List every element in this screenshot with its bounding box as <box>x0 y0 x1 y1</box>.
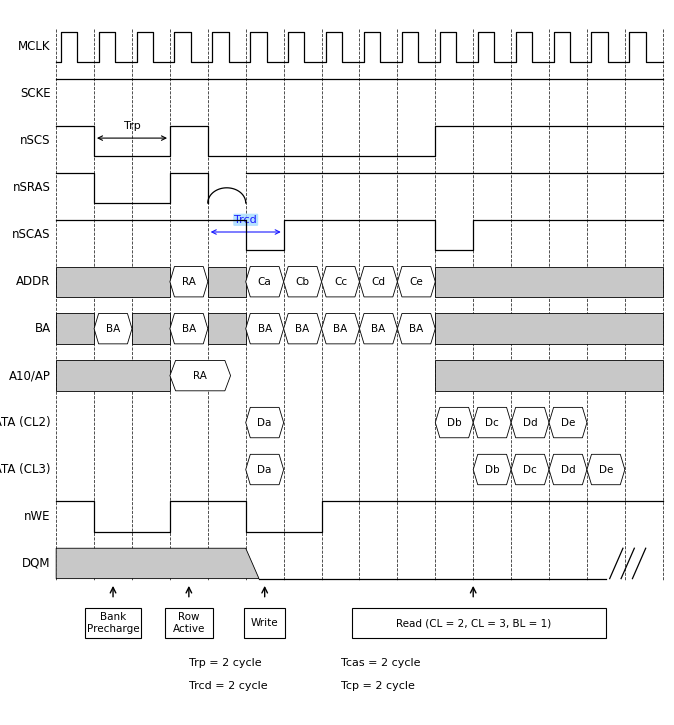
Polygon shape <box>170 360 231 391</box>
Polygon shape <box>321 313 359 344</box>
FancyBboxPatch shape <box>244 608 285 638</box>
Text: BA: BA <box>34 322 51 335</box>
Polygon shape <box>473 407 511 438</box>
Text: nSRAS: nSRAS <box>13 181 51 194</box>
Text: Dd: Dd <box>561 465 576 475</box>
Text: Cb: Cb <box>296 277 309 286</box>
Polygon shape <box>398 267 435 297</box>
Text: RA: RA <box>193 370 207 381</box>
Text: BA: BA <box>334 323 348 334</box>
Text: Trcd = 2 cycle: Trcd = 2 cycle <box>189 681 268 691</box>
Polygon shape <box>246 407 284 438</box>
Polygon shape <box>94 313 132 344</box>
Polygon shape <box>132 313 170 344</box>
Polygon shape <box>56 360 170 391</box>
Polygon shape <box>284 313 321 344</box>
Text: Trp = 2 cycle: Trp = 2 cycle <box>189 658 262 668</box>
FancyBboxPatch shape <box>164 608 213 638</box>
Text: Ca: Ca <box>258 277 272 286</box>
Text: Trcd: Trcd <box>235 215 257 225</box>
Polygon shape <box>359 267 398 297</box>
Text: BA: BA <box>257 323 272 334</box>
Polygon shape <box>549 455 587 485</box>
Text: DATA (CL3): DATA (CL3) <box>0 463 51 476</box>
Text: nSCAS: nSCAS <box>12 228 51 241</box>
Text: Dc: Dc <box>485 418 499 428</box>
Polygon shape <box>511 455 549 485</box>
Polygon shape <box>246 267 284 297</box>
Text: nWE: nWE <box>24 510 51 523</box>
Text: Cc: Cc <box>334 277 347 286</box>
Polygon shape <box>208 267 246 297</box>
FancyBboxPatch shape <box>352 608 606 638</box>
Text: BA: BA <box>106 323 120 334</box>
Text: Tcp = 2 cycle: Tcp = 2 cycle <box>340 681 415 691</box>
Text: De: De <box>599 465 613 475</box>
FancyBboxPatch shape <box>85 608 141 638</box>
Polygon shape <box>321 267 359 297</box>
Text: BA: BA <box>295 323 310 334</box>
Text: Row
Active: Row Active <box>173 613 205 634</box>
Text: nSCS: nSCS <box>20 134 51 147</box>
Polygon shape <box>435 360 663 391</box>
Text: Db: Db <box>485 465 499 475</box>
Text: Da: Da <box>257 418 272 428</box>
Text: Cd: Cd <box>371 277 386 286</box>
Polygon shape <box>170 267 208 297</box>
Text: DQM: DQM <box>22 557 51 570</box>
Polygon shape <box>56 313 94 344</box>
Polygon shape <box>284 267 321 297</box>
Text: ADDR: ADDR <box>16 276 51 289</box>
Text: A10/AP: A10/AP <box>9 369 51 382</box>
Text: Da: Da <box>257 465 272 475</box>
Polygon shape <box>435 407 473 438</box>
Polygon shape <box>511 407 549 438</box>
Text: Tcas = 2 cycle: Tcas = 2 cycle <box>340 658 420 668</box>
Text: Dd: Dd <box>523 418 537 428</box>
Text: DATA (CL2): DATA (CL2) <box>0 416 51 429</box>
Text: SCKE: SCKE <box>20 88 51 100</box>
Polygon shape <box>170 313 208 344</box>
Text: Read (CL = 2, CL = 3, BL = 1): Read (CL = 2, CL = 3, BL = 1) <box>396 618 551 628</box>
Polygon shape <box>587 455 625 485</box>
Text: Ce: Ce <box>410 277 423 286</box>
Polygon shape <box>56 267 170 297</box>
Polygon shape <box>246 313 284 344</box>
Polygon shape <box>56 548 259 579</box>
Polygon shape <box>435 313 663 344</box>
Polygon shape <box>359 313 398 344</box>
Text: De: De <box>561 418 575 428</box>
Polygon shape <box>549 407 587 438</box>
Text: BA: BA <box>371 323 386 334</box>
Polygon shape <box>473 455 511 485</box>
Text: Dc: Dc <box>523 465 537 475</box>
Text: Trp: Trp <box>123 121 140 131</box>
Text: RA: RA <box>182 277 196 286</box>
Polygon shape <box>435 267 663 297</box>
Text: BA: BA <box>182 323 196 334</box>
Polygon shape <box>208 313 246 344</box>
Text: Db: Db <box>447 418 462 428</box>
Text: MCLK: MCLK <box>18 41 51 54</box>
Polygon shape <box>246 455 284 485</box>
Text: BA: BA <box>409 323 423 334</box>
Text: Bank
Precharge: Bank Precharge <box>87 613 140 634</box>
Text: Write: Write <box>251 618 278 628</box>
Polygon shape <box>398 313 435 344</box>
